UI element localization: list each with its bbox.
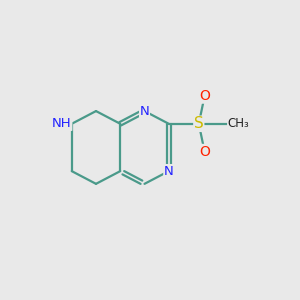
Text: N: N <box>140 105 149 118</box>
Text: S: S <box>194 116 204 131</box>
Text: O: O <box>199 145 210 158</box>
Text: NH: NH <box>52 117 72 130</box>
Text: O: O <box>199 89 210 103</box>
Text: N: N <box>164 165 174 178</box>
Text: CH₃: CH₃ <box>228 117 249 130</box>
